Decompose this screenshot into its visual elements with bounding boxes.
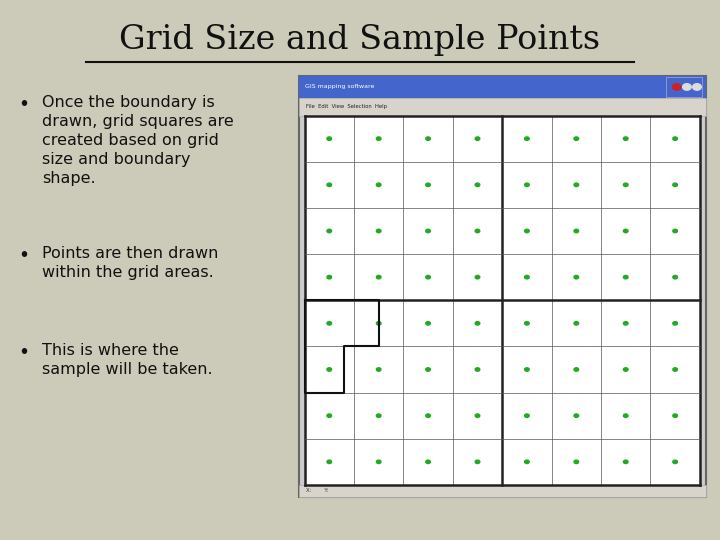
Circle shape <box>672 275 678 279</box>
Circle shape <box>574 414 579 417</box>
Bar <box>299 485 706 497</box>
Circle shape <box>475 275 480 279</box>
Circle shape <box>327 230 332 233</box>
Circle shape <box>475 414 480 417</box>
Circle shape <box>475 460 480 463</box>
Circle shape <box>377 460 381 463</box>
Text: •: • <box>18 343 29 362</box>
Circle shape <box>377 183 381 186</box>
Circle shape <box>377 275 381 279</box>
Circle shape <box>525 137 529 140</box>
Circle shape <box>525 322 529 325</box>
Circle shape <box>426 137 431 140</box>
Circle shape <box>377 230 381 233</box>
Circle shape <box>672 460 678 463</box>
Circle shape <box>624 322 628 325</box>
Circle shape <box>426 368 431 371</box>
Text: This is where the
sample will be taken.: This is where the sample will be taken. <box>42 343 212 377</box>
Circle shape <box>672 183 678 186</box>
Bar <box>299 76 706 497</box>
Circle shape <box>525 368 529 371</box>
Circle shape <box>525 460 529 463</box>
Circle shape <box>574 275 579 279</box>
Circle shape <box>475 137 480 140</box>
Circle shape <box>672 137 678 140</box>
Circle shape <box>327 275 332 279</box>
Circle shape <box>327 322 332 325</box>
Text: Grid Size and Sample Points: Grid Size and Sample Points <box>120 24 600 56</box>
Circle shape <box>426 322 431 325</box>
Circle shape <box>525 414 529 417</box>
Circle shape <box>525 275 529 279</box>
Circle shape <box>624 414 628 417</box>
Circle shape <box>377 368 381 371</box>
Circle shape <box>672 414 678 417</box>
Circle shape <box>327 460 332 463</box>
Bar <box>305 116 700 485</box>
Circle shape <box>475 183 480 186</box>
Circle shape <box>426 183 431 186</box>
Circle shape <box>683 84 691 90</box>
Text: GIS mapping software: GIS mapping software <box>305 84 374 90</box>
Circle shape <box>624 460 628 463</box>
Bar <box>299 98 706 116</box>
Text: •: • <box>18 94 29 113</box>
Bar <box>666 77 702 97</box>
Circle shape <box>426 275 431 279</box>
Circle shape <box>574 322 579 325</box>
Text: •: • <box>18 246 29 265</box>
Circle shape <box>672 84 681 90</box>
Circle shape <box>525 230 529 233</box>
Circle shape <box>475 230 480 233</box>
Circle shape <box>327 137 332 140</box>
Circle shape <box>327 368 332 371</box>
Circle shape <box>624 183 628 186</box>
Circle shape <box>693 84 701 90</box>
Text: Once the boundary is
drawn, grid squares are
created based on grid
size and boun: Once the boundary is drawn, grid squares… <box>42 94 233 186</box>
Text: Points are then drawn
within the grid areas.: Points are then drawn within the grid ar… <box>42 246 218 280</box>
Bar <box>299 76 706 98</box>
Circle shape <box>475 368 480 371</box>
Circle shape <box>624 275 628 279</box>
Circle shape <box>426 460 431 463</box>
Text: File  Edit  View  Selection  Help: File Edit View Selection Help <box>306 104 387 110</box>
Circle shape <box>525 183 529 186</box>
Circle shape <box>574 230 579 233</box>
Circle shape <box>426 414 431 417</box>
Circle shape <box>426 230 431 233</box>
Circle shape <box>377 414 381 417</box>
Circle shape <box>574 460 579 463</box>
Circle shape <box>672 368 678 371</box>
Circle shape <box>574 368 579 371</box>
Text: X:        Y:: X: Y: <box>306 488 328 494</box>
Circle shape <box>574 183 579 186</box>
Circle shape <box>624 230 628 233</box>
Circle shape <box>377 322 381 325</box>
Circle shape <box>574 137 579 140</box>
Circle shape <box>327 414 332 417</box>
Circle shape <box>672 230 678 233</box>
Circle shape <box>624 368 628 371</box>
Circle shape <box>624 137 628 140</box>
Circle shape <box>672 322 678 325</box>
Circle shape <box>475 322 480 325</box>
Circle shape <box>327 183 332 186</box>
Circle shape <box>377 137 381 140</box>
